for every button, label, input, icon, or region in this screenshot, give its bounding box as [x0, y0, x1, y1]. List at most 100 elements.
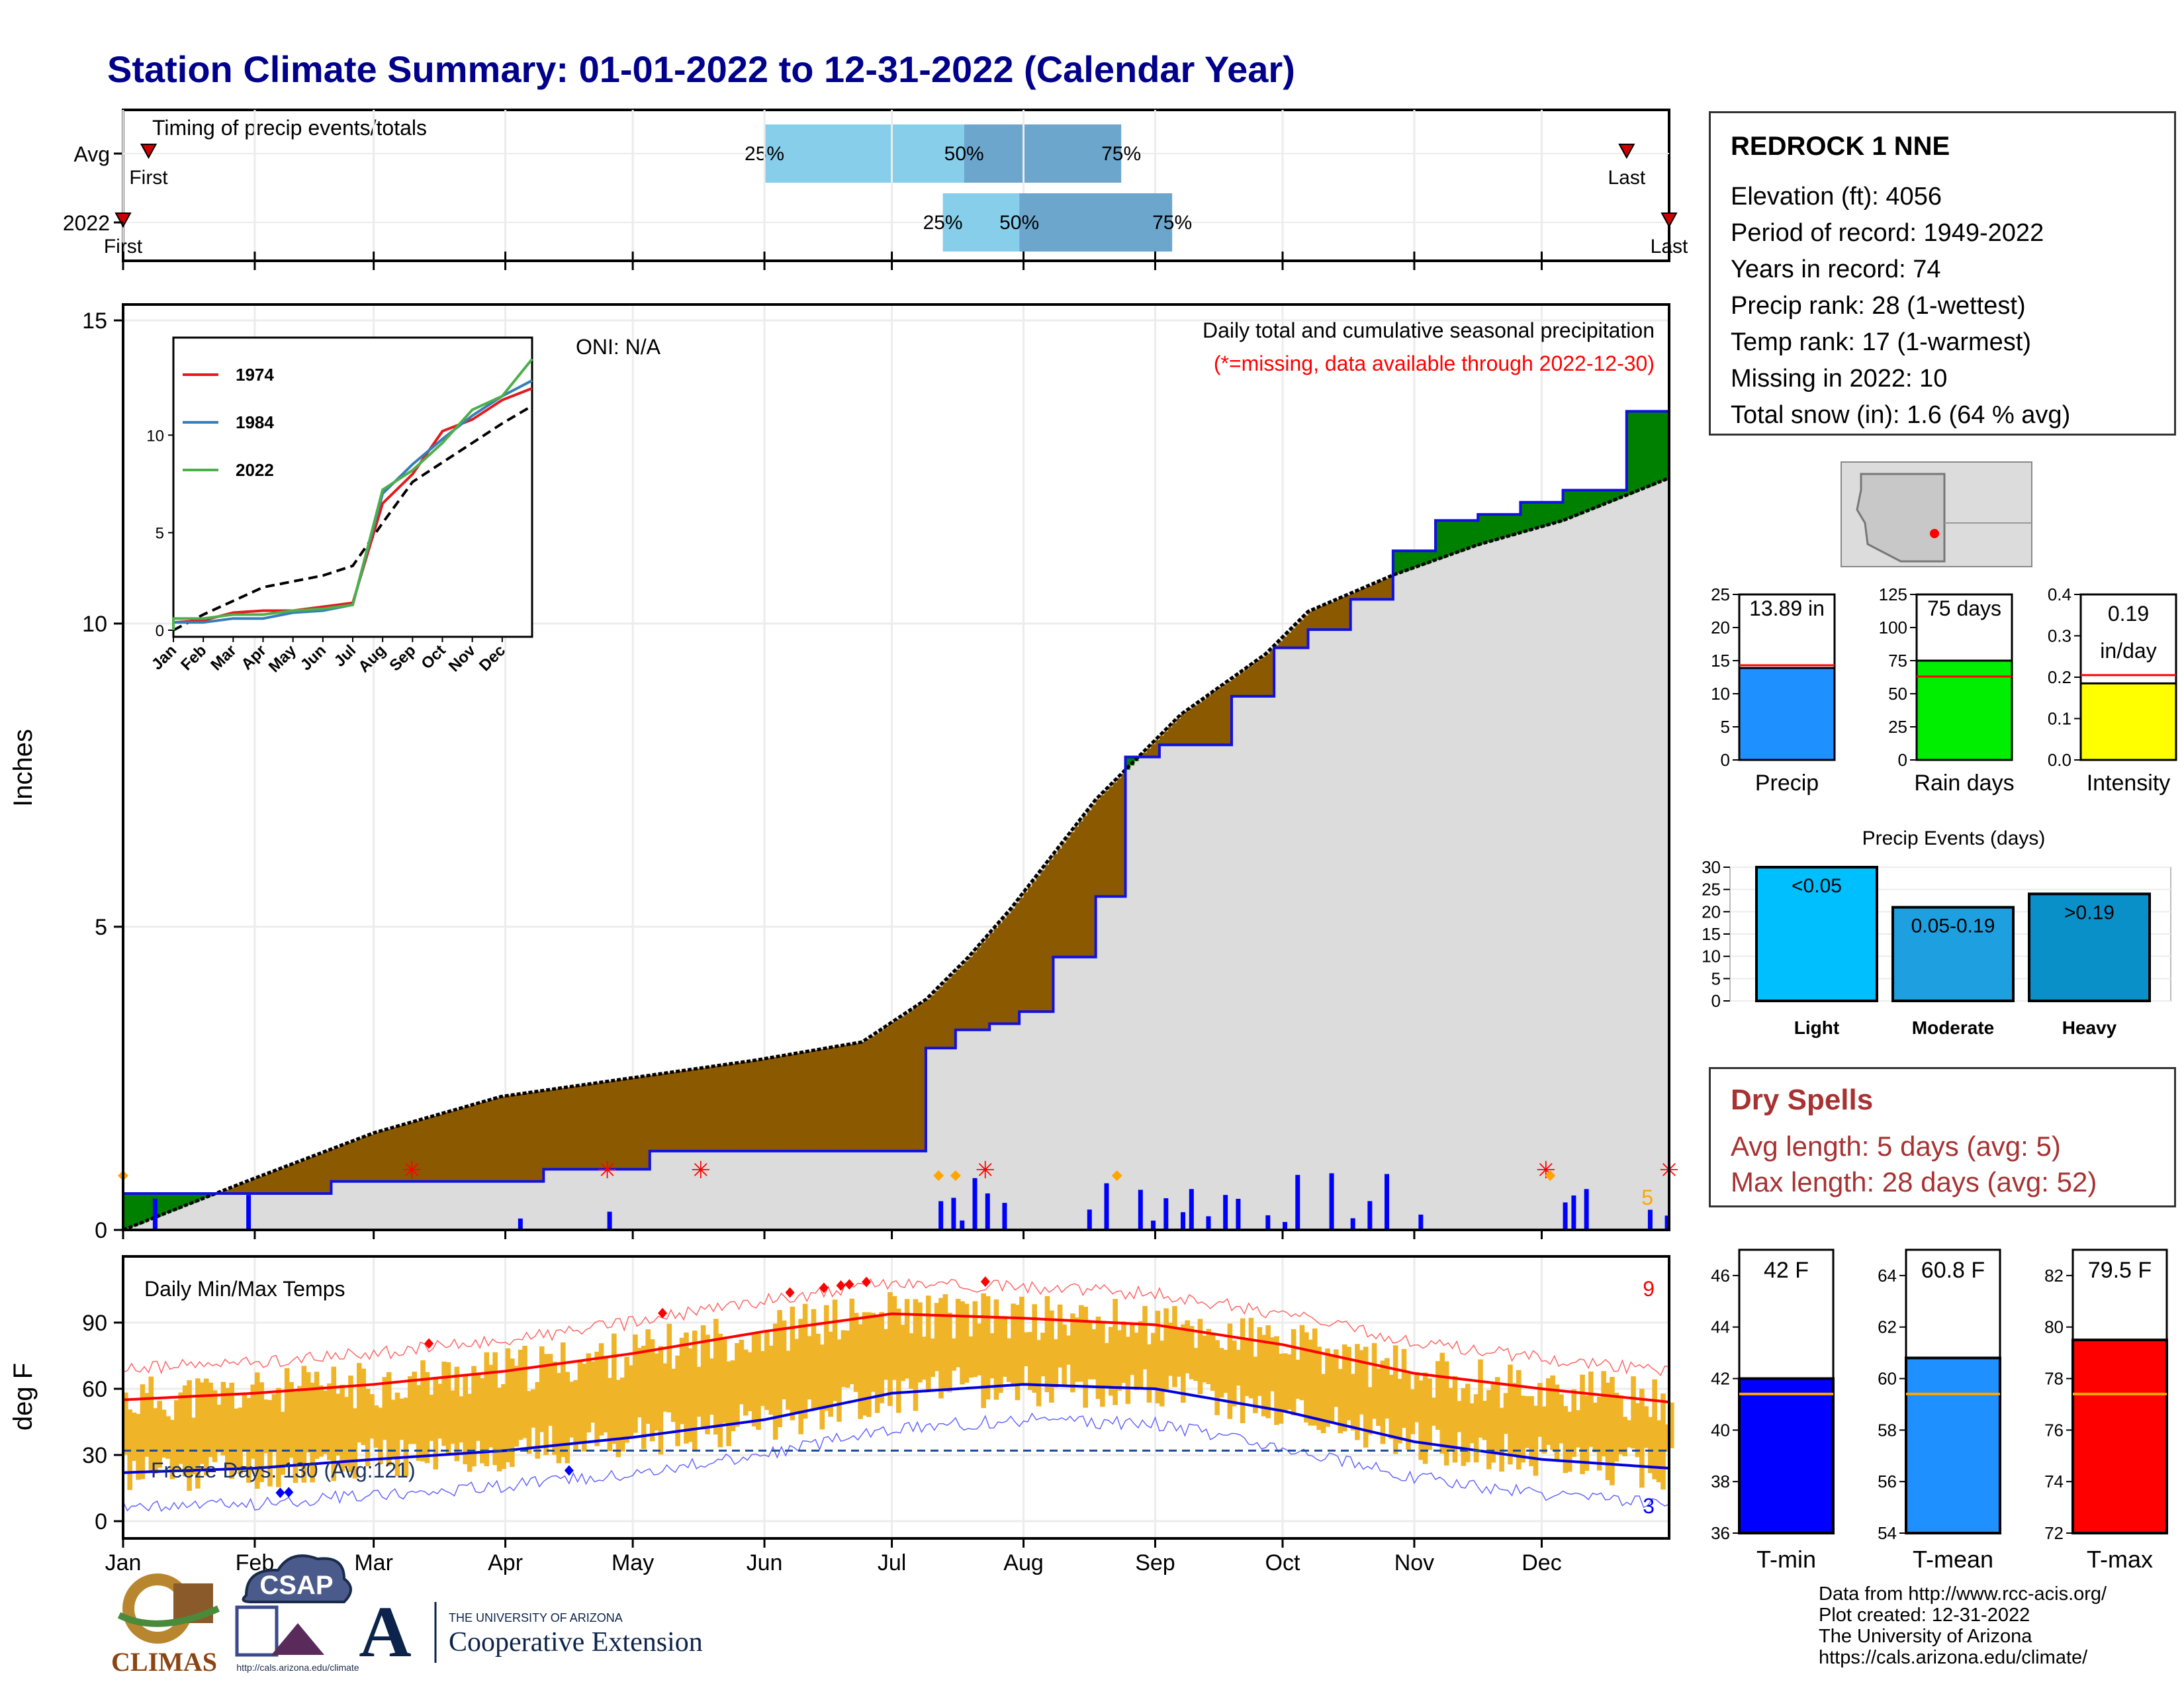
deficit-segment: [539, 1091, 545, 1182]
first-event-marker: [140, 144, 158, 160]
average-low-line: [122, 1383, 1670, 1474]
deficit-segment: [1108, 786, 1114, 897]
events-tick-label: 5: [1711, 968, 1721, 988]
surplus-segment: [1452, 520, 1457, 554]
daily-temp-range-bar: [1316, 1346, 1322, 1430]
events-category-label: Moderate: [1912, 1017, 1994, 1038]
daily-temp-range-bar: [343, 1397, 349, 1467]
daily-temp-range-bar: [1601, 1371, 1606, 1457]
daily-temp-range-bar: [233, 1408, 239, 1469]
daily-temp-range-bar: [1257, 1327, 1263, 1396]
temp-bar-value: 42 F: [1764, 1258, 1809, 1283]
daily-temp-range-bar: [1617, 1395, 1623, 1454]
daily-precip-bar: [1104, 1183, 1109, 1230]
deficit-segment: [866, 1039, 872, 1151]
daily-temp-range-bar: [1508, 1364, 1513, 1465]
record-high-marker: [862, 1276, 872, 1288]
daily-temp-range-bar: [1125, 1336, 1131, 1404]
events-tick-label: 25: [1702, 880, 1721, 900]
credit-university: The University of Arizona: [1819, 1626, 2032, 1647]
daily-temp-range-bar: [1631, 1376, 1636, 1449]
daily-temp-range-bar: [1295, 1360, 1300, 1399]
surplus-segment: [1563, 490, 1568, 521]
deficit-segment: [764, 1058, 770, 1151]
station-years: Years in record: 74: [1731, 256, 1941, 283]
daily-temp-range-bar: [696, 1366, 702, 1417]
daily-temp-range-bar: [760, 1351, 766, 1406]
deficit-segment: [823, 1048, 829, 1151]
deficit-segment: [348, 1143, 353, 1182]
deficit-segment: [1044, 865, 1050, 1012]
daily-temp-range-bar: [148, 1376, 154, 1472]
daily-temp-range-bar: [136, 1414, 141, 1480]
daily-temp-range-bar: [1664, 1424, 1670, 1452]
deficit-segment: [735, 1063, 740, 1151]
summary-bar-value: 75 days: [1927, 596, 2001, 620]
daily-temp-range-bar: [1006, 1338, 1012, 1382]
deficit-segment: [1223, 684, 1228, 745]
daily-temp-range-bar: [853, 1313, 859, 1392]
daily-temp-range-bar: [301, 1366, 307, 1483]
daily-temp-range-bar: [250, 1384, 256, 1459]
daily-temp-range-bar: [1091, 1329, 1097, 1380]
record-high-marker: [785, 1287, 795, 1298]
station-location-marker: [1930, 529, 1939, 538]
deficit-segment: [1172, 723, 1177, 745]
daily-temp-range-bar: [819, 1344, 825, 1430]
deficit-segment: [684, 1070, 689, 1151]
daily-temp-range-bar: [700, 1325, 706, 1429]
summary-bar-label: Intensity: [2087, 771, 2171, 796]
surplus-segment: [1410, 551, 1415, 569]
deficit-segment: [378, 1131, 383, 1182]
deficit-segment: [768, 1058, 774, 1151]
surplus-segment: [1431, 551, 1436, 562]
surplus-segment: [1596, 490, 1602, 507]
record-high-line: [122, 1278, 1670, 1376]
precip-y-axis-label: Inches: [9, 729, 38, 807]
deficit-segment: [1193, 705, 1199, 745]
surplus-segment: [1482, 514, 1487, 544]
daily-temp-range-bar: [1308, 1339, 1314, 1426]
temp-y-tick-label: 0: [95, 1509, 107, 1534]
events-category-label: Light: [1794, 1017, 1839, 1038]
daily-temp-range-bar: [424, 1372, 430, 1464]
temp-bar-t-max: [2071, 1338, 2168, 1534]
surplus-segment: [1465, 520, 1471, 549]
daily-precip-bar: [1163, 1198, 1169, 1230]
daily-temp-range-bar: [1605, 1382, 1611, 1480]
deficit-segment: [1342, 596, 1347, 630]
daily-temp-range-bar: [348, 1376, 353, 1472]
daily-temp-range-bar: [981, 1293, 986, 1409]
deficit-segment: [612, 1080, 617, 1170]
daily-temp-range-bar: [314, 1372, 320, 1459]
daily-precip-bar: [1087, 1209, 1092, 1230]
temp-bar-tick-label: 56: [1878, 1472, 1897, 1491]
daily-temp-range-bar: [717, 1333, 723, 1448]
deficit-segment: [340, 1145, 345, 1182]
credit-data-source: Data from http://www.rcc-acis.org/: [1819, 1583, 2107, 1605]
daily-temp-range-bar: [561, 1342, 566, 1458]
deficit-segment: [1231, 678, 1237, 696]
deficit-segment: [327, 1150, 332, 1194]
daily-temp-range-bar: [403, 1397, 409, 1477]
daily-temp-range-bar: [1494, 1377, 1500, 1452]
deficit-segment: [904, 1013, 910, 1151]
csap-logo: CSAP http://cals.arizona.edu/climate: [235, 1554, 359, 1673]
daily-temp-range-bar: [1095, 1316, 1101, 1399]
deficit-segment: [938, 986, 944, 1049]
daily-precip-bar: [1563, 1202, 1568, 1230]
deficit-segment: [1329, 602, 1334, 630]
daily-temp-range-bar: [1083, 1307, 1088, 1408]
timing-bar-50-75: [1019, 193, 1173, 252]
surplus-segment: [1486, 514, 1492, 543]
daily-temp-range-bar: [1142, 1305, 1148, 1370]
daily-precip-bar: [1151, 1220, 1156, 1230]
daily-temp-range-bar: [670, 1368, 676, 1423]
deficit-segment: [535, 1092, 540, 1182]
deficit-segment: [450, 1111, 455, 1182]
deficit-segment: [1202, 699, 1207, 745]
surplus-segment: [1635, 411, 1640, 492]
inset-legend-label: 1974: [236, 365, 274, 385]
daily-temp-range-bar: [556, 1373, 562, 1464]
daily-temp-range-bar: [1376, 1368, 1381, 1427]
